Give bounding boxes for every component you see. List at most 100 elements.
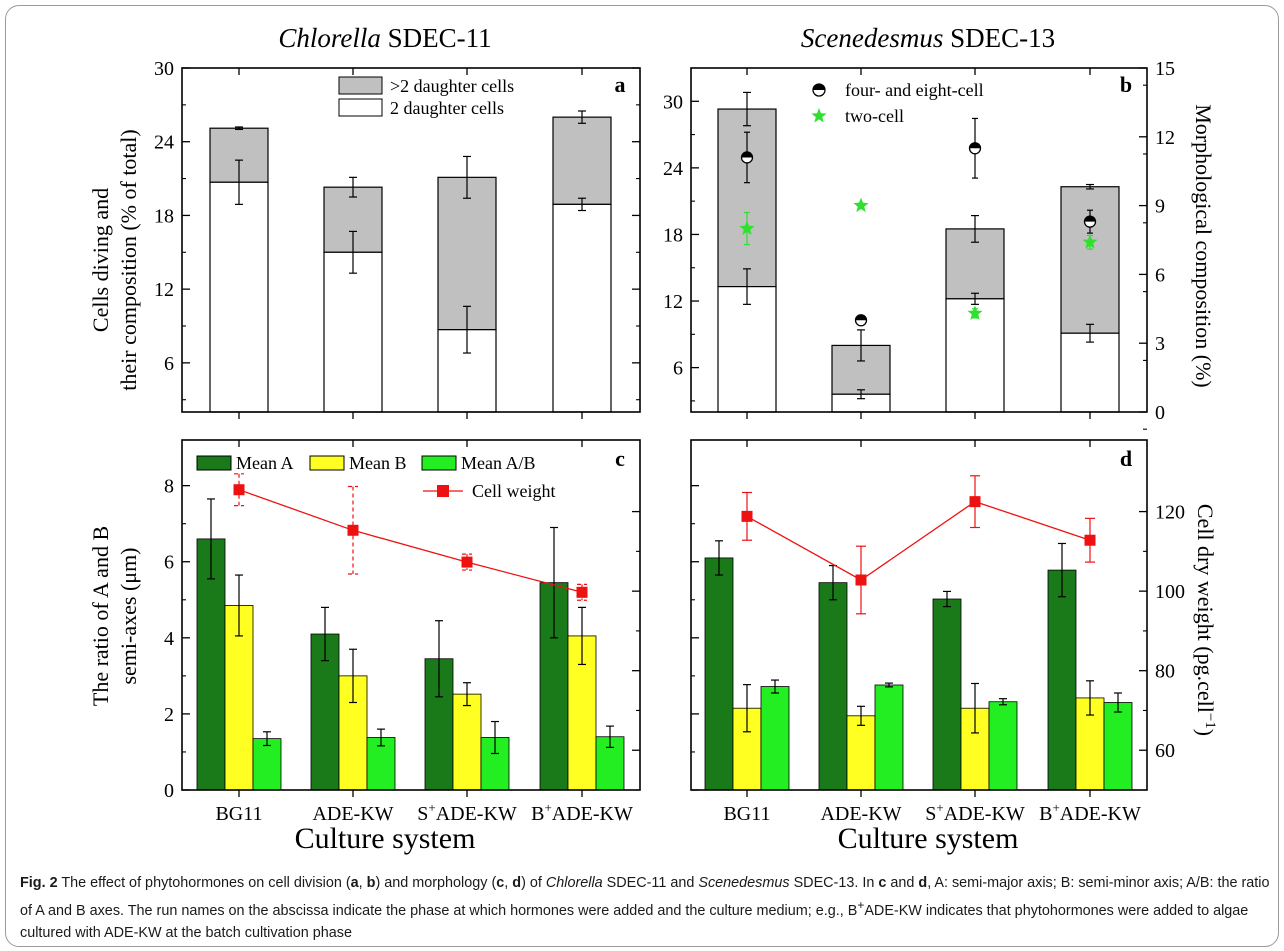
marker-b-foureight-fill-3 — [1084, 216, 1096, 222]
ylabel-right-d: Cell dry weight (pg.cell−1) — [1193, 504, 1218, 736]
legend-a-gt2: >2 daughter cells — [390, 76, 514, 96]
y-right-tick-label-d: 100 — [1155, 581, 1185, 603]
title-a: Chlorella SDEC-11 — [278, 23, 491, 53]
line-c-cell-weight — [238, 489, 583, 593]
x-category-label-c-3: B+ADE-KW — [531, 800, 633, 825]
bar-a-2daughter-3 — [552, 203, 612, 413]
y-tick-label-b: 6 — [673, 358, 683, 380]
bar-d-meana-0 — [704, 557, 734, 791]
figure-caption: Fig. 2 The effect of phytohormones on ce… — [20, 875, 1270, 941]
x-category-label-d-2: S+ADE-KW — [925, 800, 1025, 825]
y-tick-label-c: 2 — [164, 704, 174, 726]
y-tick-label-a: 12 — [154, 279, 174, 301]
marker-c-cellweight-1 — [347, 524, 359, 536]
legend-swatch-mean-ab — [421, 455, 457, 471]
bar-b-gt2-3 — [1060, 186, 1120, 334]
legend-swatch-gt2 — [338, 76, 383, 95]
legend-c-cell-weight: Cell weight — [472, 481, 556, 501]
axes-frame-a — [181, 67, 641, 413]
marker-d-cellweight-1 — [855, 574, 867, 586]
marker-b-twocell-2 — [967, 305, 983, 320]
marker-d-cellweight-3 — [1084, 534, 1096, 546]
marker-b-twocell-1 — [853, 197, 869, 213]
xlabel-d: Culture system — [838, 822, 1019, 855]
y-right-tick-label-b: 12 — [1155, 127, 1175, 149]
bar-d-meana-3 — [1047, 569, 1077, 791]
bar-d-meanb-1 — [846, 715, 876, 791]
bar-d-meanab-3 — [1103, 702, 1133, 791]
legend-swatch-2 — [338, 98, 383, 117]
y-right-tick-label-d: 80 — [1155, 661, 1175, 683]
y-right-tick-label-d: 60 — [1155, 740, 1175, 762]
axes-frame-d — [690, 439, 1148, 791]
line-d-cell-weight — [746, 500, 1091, 581]
marker-c-cellweight-3 — [576, 586, 588, 598]
legend-star-marker — [811, 108, 827, 123]
legend-c-mean-b: Mean B — [349, 453, 407, 473]
bar-a-gt2-3 — [552, 116, 612, 205]
marker-d-cellweight-0 — [741, 510, 753, 522]
legend-b-four-eight: four- and eight-cell — [845, 80, 984, 100]
y-right-tick-label-b: 9 — [1155, 196, 1165, 218]
y-tick-label-b: 24 — [663, 158, 683, 180]
ylabel-cd-line2: semi-axes (μm) — [116, 547, 141, 684]
y-right-tick-label-b: 0 — [1155, 402, 1165, 424]
xlabel-c: Culture system — [295, 822, 476, 855]
bar-c-meana-0 — [196, 538, 226, 791]
marker-c-cellweight-2 — [461, 556, 473, 568]
panel-label-a: a — [615, 72, 626, 97]
x-category-label-d-1: ADE-KW — [820, 803, 901, 825]
plot-area-b: 6 12 18 24 30 0 3 6 9 12 15 — [663, 58, 1175, 430]
marker-b-foureight-fill-2 — [969, 142, 981, 149]
panel-label-d: d — [1120, 446, 1132, 471]
y-tick-label-a: 6 — [164, 353, 174, 375]
x-category-label-c-0: BG11 — [215, 803, 262, 825]
plot-area-d: 60 80 100 120 BG11 ADE-KW S+ADE-KW B+ADE-KW — [690, 439, 1185, 825]
y-right-tick-label-b: 15 — [1155, 58, 1175, 80]
y-tick-label-a: 30 — [154, 58, 174, 80]
axes-frame-b — [690, 67, 1148, 413]
figure-svg: Chlorella SDEC-11 Scenedesmus SDEC-13 Ce… — [88, 23, 1218, 855]
y-tick-label-c: 8 — [164, 476, 174, 498]
bar-a-gt2-2 — [437, 176, 497, 331]
x-category-label-c-2: S+ADE-KW — [417, 800, 517, 825]
axes-frame-c — [181, 439, 641, 791]
y-right-tick-label-d: 120 — [1155, 502, 1185, 524]
ylabel-right-b: Morphological composition (%) — [1191, 104, 1216, 388]
plot-area-c: 0 2 4 6 8 BG11 ADE-KW S+ADE-KW B+ADE-KW — [164, 439, 641, 825]
legend-swatch-mean-a — [196, 455, 232, 471]
bar-d-meanab-2 — [988, 701, 1018, 791]
y-tick-label-c: 4 — [164, 628, 174, 650]
marker-b-twocell-3 — [1082, 234, 1098, 249]
bar-d-meana-2 — [932, 598, 962, 791]
x-category-label-d-3: B+ADE-KW — [1039, 800, 1141, 825]
bar-a-2daughter-0 — [209, 181, 269, 413]
y-right-tick-label-b: 6 — [1155, 264, 1165, 286]
panel-label-c: c — [615, 446, 625, 471]
bar-b-2daughter-0 — [717, 286, 777, 413]
marker-d-cellweight-2 — [969, 496, 981, 508]
y-tick-label-c: 0 — [164, 780, 174, 802]
legend-c-mean-a: Mean A — [236, 453, 294, 473]
bar-b-2daughter-3 — [1060, 332, 1120, 413]
marker-b-foureight-fill-0 — [741, 151, 753, 158]
title-b: Scenedesmus SDEC-13 — [801, 23, 1055, 53]
ylabel-ab-line2: their composition (% of total) — [116, 129, 141, 391]
marker-b-twocell-0 — [739, 220, 755, 235]
y-tick-label-c: 6 — [164, 552, 174, 574]
legend-a-2: 2 daughter cells — [390, 98, 504, 118]
x-category-label-d-0: BG11 — [723, 803, 770, 825]
y-tick-label-a: 24 — [154, 132, 174, 154]
plot-area-a: 6 12 18 24 30 — [154, 58, 641, 419]
y-tick-label-a: 18 — [154, 205, 174, 227]
marker-c-cellweight-0 — [233, 484, 245, 496]
y-tick-label-b: 30 — [663, 91, 683, 113]
ylabel-cd-line1: The ratio of A and B — [88, 526, 113, 706]
ylabel-ab-line1: Cells diving and — [88, 188, 113, 332]
bar-d-meana-1 — [818, 582, 848, 791]
y-right-tick-label-b: 3 — [1155, 333, 1165, 355]
legend-c-mean-ab: Mean A/B — [461, 453, 536, 473]
legend-b-two-cell: two-cell — [845, 106, 904, 126]
legend-halfcircle-marker — [812, 83, 826, 97]
bar-d-meanab-0 — [760, 686, 790, 791]
